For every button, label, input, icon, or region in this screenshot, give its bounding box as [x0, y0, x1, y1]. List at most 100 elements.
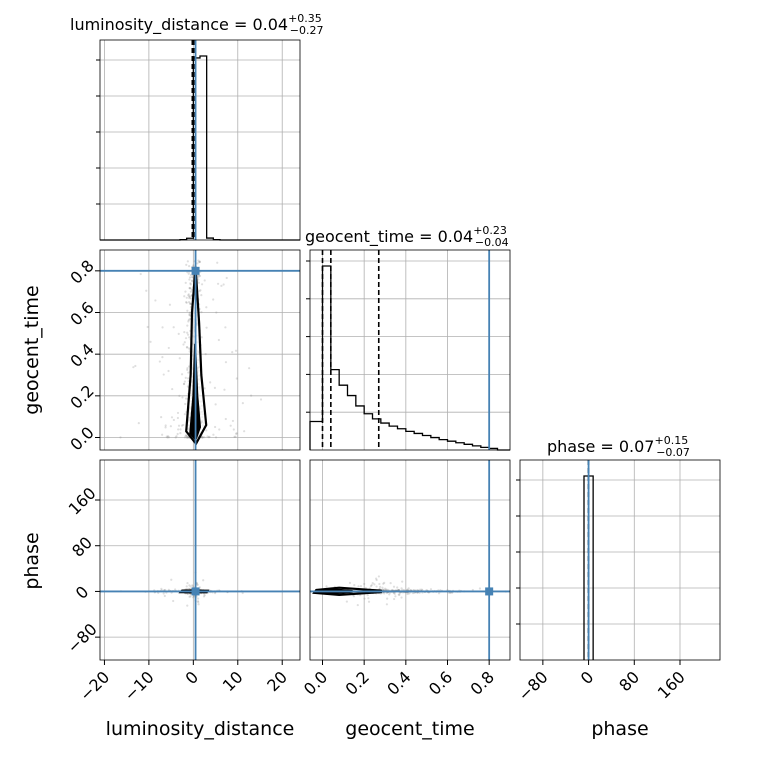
x-tick-label: 160 [654, 667, 689, 702]
sample-point [163, 594, 166, 598]
sample-point [189, 283, 192, 286]
sample-point [189, 290, 193, 293]
sample-point [225, 276, 228, 280]
sample-point [178, 394, 181, 397]
sample-point [176, 432, 179, 436]
sample-point [185, 397, 188, 400]
sample-point [385, 588, 388, 591]
x-tick-label: −80 [514, 667, 551, 704]
sample-point [185, 263, 188, 266]
sample-point [204, 353, 207, 356]
panel-frame-luminosity_distance [99, 39, 301, 241]
sample-point [345, 600, 348, 603]
sample-point [188, 595, 191, 598]
sample-point [186, 385, 189, 388]
sample-point [187, 320, 190, 323]
sample-point [188, 312, 191, 315]
sample-point [401, 588, 404, 591]
sample-point [188, 278, 191, 281]
sample-point [234, 349, 238, 352]
sample-point [357, 585, 360, 588]
sample-point [178, 357, 181, 360]
sample-point [375, 577, 378, 580]
sample-point [188, 295, 191, 298]
sample-point [385, 603, 389, 606]
sample-point [382, 582, 385, 585]
y-tick-label: 160 [65, 484, 100, 519]
sample-point [224, 361, 228, 364]
title-luminosity-distance: luminosity_distance = 0.04+0.35 −0.27 [70, 12, 324, 37]
sample-point [186, 309, 189, 312]
sample-point [383, 592, 386, 595]
sample-point [203, 279, 206, 282]
sample-point [384, 587, 387, 590]
sample-point [205, 429, 208, 432]
sample-point [169, 425, 172, 428]
panel-phase-vs-geocent_time [310, 460, 510, 660]
sample-point [398, 591, 402, 595]
sample-point [214, 436, 218, 439]
sample-point [158, 360, 161, 363]
sample-point [224, 326, 227, 329]
sample-point [205, 306, 208, 309]
sample-point [185, 434, 188, 437]
sample-point [407, 592, 411, 595]
sample-point [229, 424, 232, 427]
sample-point [184, 376, 187, 379]
sample-point [212, 298, 215, 301]
sample-point [200, 283, 204, 286]
sample-point [189, 302, 192, 305]
xlabel-phase: phase [591, 718, 648, 740]
sample-point [167, 588, 170, 591]
sample-point [356, 603, 359, 607]
sample-point [187, 294, 190, 297]
sample-point [198, 274, 202, 278]
sample-point [161, 433, 164, 436]
sample-point [231, 419, 235, 423]
sample-point [132, 366, 135, 369]
sample-point [394, 595, 397, 598]
sample-point [248, 367, 251, 370]
sample-point [381, 586, 384, 589]
sample-point [189, 287, 192, 290]
sample-point [202, 579, 205, 582]
sample-point [220, 284, 223, 287]
sample-point [187, 272, 190, 275]
sample-point [191, 596, 195, 599]
sample-point [214, 403, 217, 406]
sample-point [188, 318, 191, 321]
sample-point [392, 591, 396, 595]
sample-point [154, 299, 157, 302]
sample-point [185, 585, 188, 588]
sample-point [183, 295, 186, 298]
sample-point [367, 597, 370, 600]
sample-point [167, 369, 170, 373]
sample-point [182, 382, 186, 385]
sample-point [189, 311, 192, 314]
sample-point [373, 583, 376, 586]
sample-point [213, 386, 217, 389]
sample-point [392, 585, 396, 588]
sample-point [185, 301, 188, 304]
sample-point [187, 319, 190, 322]
sample-point [181, 396, 184, 399]
sample-point [378, 582, 381, 586]
sample-point [184, 337, 188, 340]
sample-point [174, 436, 177, 439]
sample-point [187, 587, 190, 590]
sample-point [186, 346, 189, 349]
sample-point [166, 436, 169, 439]
sample-point [179, 428, 182, 431]
sample-point [182, 343, 185, 346]
sample-point [177, 424, 181, 427]
sample-point [198, 289, 201, 293]
sample-point [183, 331, 186, 334]
x-tick-label: 10 [219, 667, 247, 695]
sample-point [188, 336, 191, 339]
sample-point [233, 435, 236, 438]
sample-point [186, 367, 189, 370]
sample-point [182, 423, 185, 427]
sample-point [359, 585, 363, 588]
sample-point [167, 346, 170, 350]
xlabel-geocent-time: geocent_time [345, 718, 474, 740]
